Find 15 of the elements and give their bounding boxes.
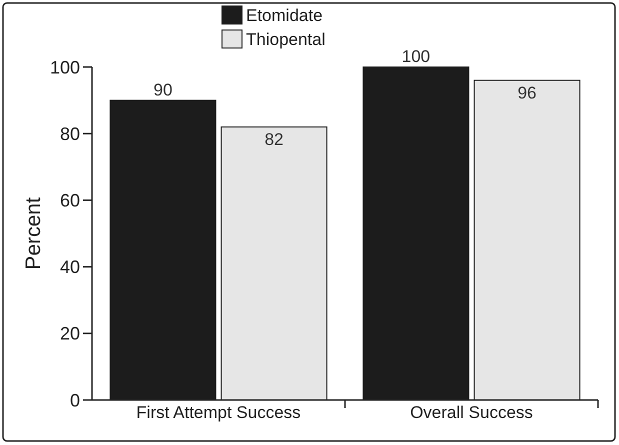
data-label: 82	[264, 130, 284, 149]
y-tick-label: 100	[50, 57, 80, 78]
legend-label: Thiopental	[246, 30, 326, 49]
data-label: 96	[518, 83, 536, 102]
y-axis-title: Percent	[22, 197, 45, 270]
legend-label: Etomidate	[246, 6, 323, 25]
data-label: 90	[154, 80, 172, 100]
y-tick-label: 60	[60, 190, 80, 210]
data-label: 100	[402, 47, 430, 66]
y-tick-label: 0	[70, 390, 80, 410]
y-tick-label: 80	[60, 124, 80, 144]
y-tick-label: 20	[60, 324, 80, 344]
x-tick-label: Overall Success	[410, 403, 533, 422]
y-tick-label: 40	[60, 257, 80, 278]
x-tick-label: First Attempt Success	[136, 403, 301, 422]
